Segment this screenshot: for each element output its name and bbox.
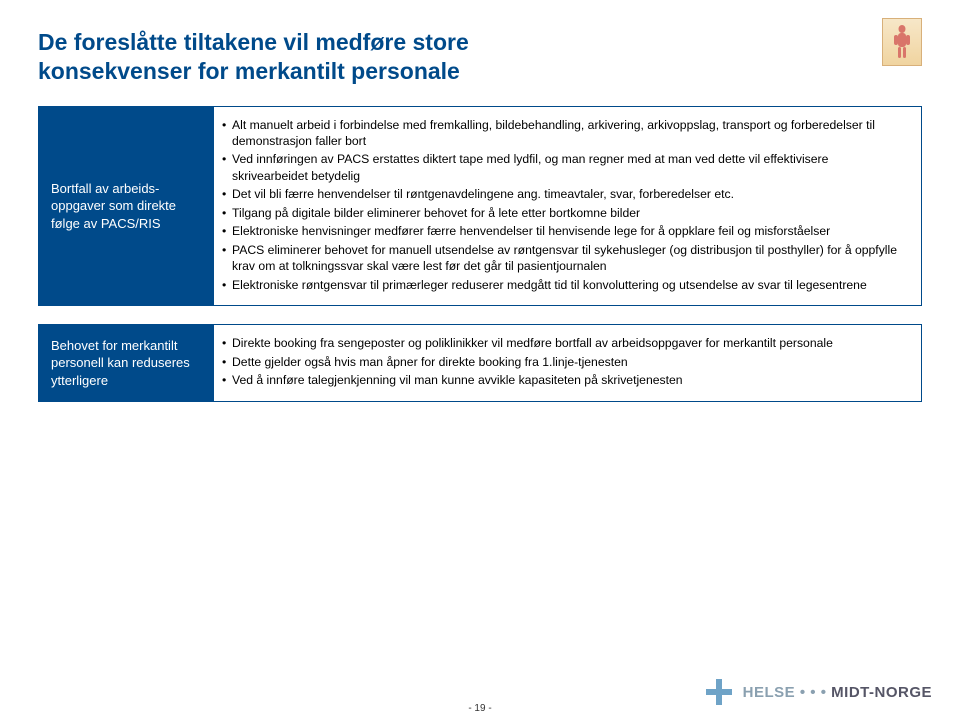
box2-bullet: Ved å innføre talegjenkjenning vil man k… bbox=[222, 372, 907, 388]
box2-bullet: Direkte booking fra sengeposter og polik… bbox=[222, 335, 907, 351]
box1-bullet: Det vil bli færre henvendelser til røntg… bbox=[222, 186, 907, 202]
box1-bullet: Elektroniske henvisninger medfører færre… bbox=[222, 223, 907, 239]
slide-title: De foreslåtte tiltakene vil medføre stor… bbox=[38, 28, 922, 86]
box2-bullet: Dette gjelder også hvis man åpner for di… bbox=[222, 354, 907, 370]
title-line-2: konsekvenser for merkantilt personale bbox=[38, 58, 460, 84]
logo-text: HELSE • • • MIDT-NORGE bbox=[743, 684, 932, 701]
page-number: - 19 - bbox=[468, 703, 491, 714]
box1-bullet: Ved innføringen av PACS erstattes dikter… bbox=[222, 151, 907, 184]
logo-helse: HELSE bbox=[743, 684, 796, 701]
box1-bullet: Elektroniske røntgensvar til primærleger… bbox=[222, 277, 907, 293]
box-2-content: Direkte booking fra sengeposter og polik… bbox=[214, 325, 921, 400]
slide-corner-icon bbox=[882, 18, 922, 66]
box1-bullet: Alt manuelt arbeid i forbindelse med fre… bbox=[222, 117, 907, 150]
box-2: Behovet for merkantilt personell kan red… bbox=[38, 324, 922, 401]
title-line-1: De foreslåtte tiltakene vil medføre stor… bbox=[38, 29, 469, 55]
box-2-label: Behovet for merkantilt personell kan red… bbox=[39, 325, 214, 400]
box-1-content: Alt manuelt arbeid i forbindelse med fre… bbox=[214, 107, 921, 306]
box-1: Bortfall av arbeids-oppgaver som direkte… bbox=[38, 106, 922, 307]
cross-icon bbox=[703, 676, 735, 708]
logo-midt: MIDT-NORGE bbox=[831, 684, 932, 701]
box-1-label: Bortfall av arbeids-oppgaver som direkte… bbox=[39, 107, 214, 306]
footer-logo: HELSE • • • MIDT-NORGE bbox=[703, 676, 932, 708]
box1-bullet: Tilgang på digitale bilder eliminerer be… bbox=[222, 205, 907, 221]
box1-bullet: PACS eliminerer behovet for manuell utse… bbox=[222, 242, 907, 275]
